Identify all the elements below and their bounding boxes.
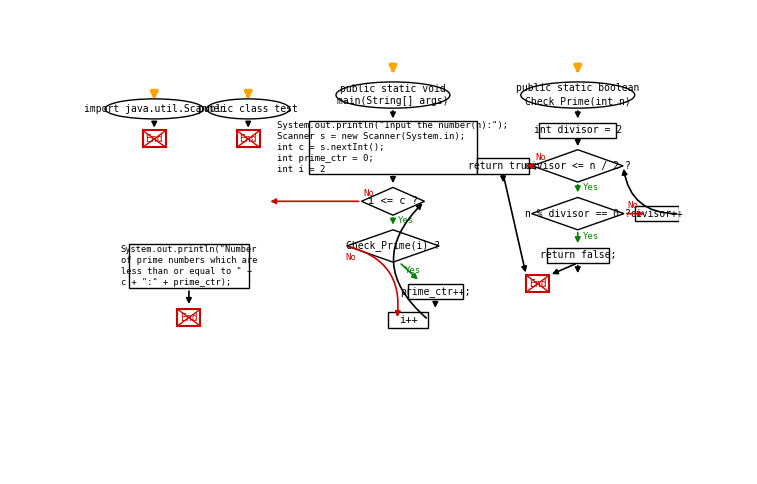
- Polygon shape: [532, 150, 623, 182]
- Bar: [143, 131, 166, 148]
- Text: End: End: [145, 134, 163, 144]
- Text: No: No: [628, 201, 639, 210]
- Text: System.out.println("Input the number(n):");
Scanner s = new Scanner(System.in);
: System.out.println("Input the number(n):…: [277, 121, 509, 174]
- Text: int divisor = 2: int divisor = 2: [534, 125, 621, 136]
- Bar: [309, 121, 477, 174]
- Text: public static void
main(String[] args): public static void main(String[] args): [337, 84, 449, 106]
- Text: divisor <= n / 2 ?: divisor <= n / 2 ?: [525, 161, 631, 171]
- Text: Check_Prime(i) ?: Check_Prime(i) ?: [346, 241, 440, 251]
- Bar: [407, 284, 463, 299]
- Text: import java.util.Scanner: import java.util.Scanner: [84, 104, 225, 114]
- Text: End: End: [180, 313, 198, 322]
- Ellipse shape: [336, 82, 450, 108]
- Bar: [237, 131, 260, 148]
- Polygon shape: [531, 197, 624, 230]
- Text: End: End: [529, 279, 547, 288]
- Bar: [388, 312, 428, 328]
- Text: Yes: Yes: [397, 216, 414, 225]
- Bar: [129, 243, 248, 288]
- Ellipse shape: [521, 82, 635, 108]
- Text: public static boolean
Check_Prime(int n): public static boolean Check_Prime(int n): [516, 83, 640, 106]
- Polygon shape: [361, 187, 425, 215]
- Bar: [539, 123, 616, 138]
- Text: No: No: [345, 253, 356, 262]
- Text: System.out.println("Number
of prime numbers which are
less than or equal to " +
: System.out.println("Number of prime numb…: [120, 245, 257, 287]
- Ellipse shape: [105, 99, 204, 119]
- Ellipse shape: [207, 99, 290, 119]
- Text: Yes: Yes: [582, 183, 599, 192]
- Text: n % divisor == 0 ?: n % divisor == 0 ?: [525, 209, 631, 219]
- Bar: [526, 275, 550, 292]
- Bar: [547, 247, 609, 263]
- Text: Yes: Yes: [582, 232, 599, 241]
- Text: return false;: return false;: [540, 250, 616, 260]
- Bar: [635, 206, 680, 221]
- Bar: [177, 309, 201, 326]
- Text: No: No: [363, 189, 375, 198]
- Text: i++: i++: [399, 315, 418, 325]
- Polygon shape: [347, 230, 439, 262]
- Bar: [477, 158, 529, 174]
- Text: Yes: Yes: [404, 266, 421, 275]
- Text: return true;: return true;: [468, 161, 538, 171]
- Text: No: No: [535, 153, 546, 163]
- Text: divisor++: divisor++: [631, 209, 684, 219]
- Text: public class test: public class test: [198, 104, 298, 114]
- Text: End: End: [239, 134, 257, 144]
- Text: i <= c ?: i <= c ?: [368, 197, 418, 206]
- Text: prime_ctr++;: prime_ctr++;: [400, 286, 471, 297]
